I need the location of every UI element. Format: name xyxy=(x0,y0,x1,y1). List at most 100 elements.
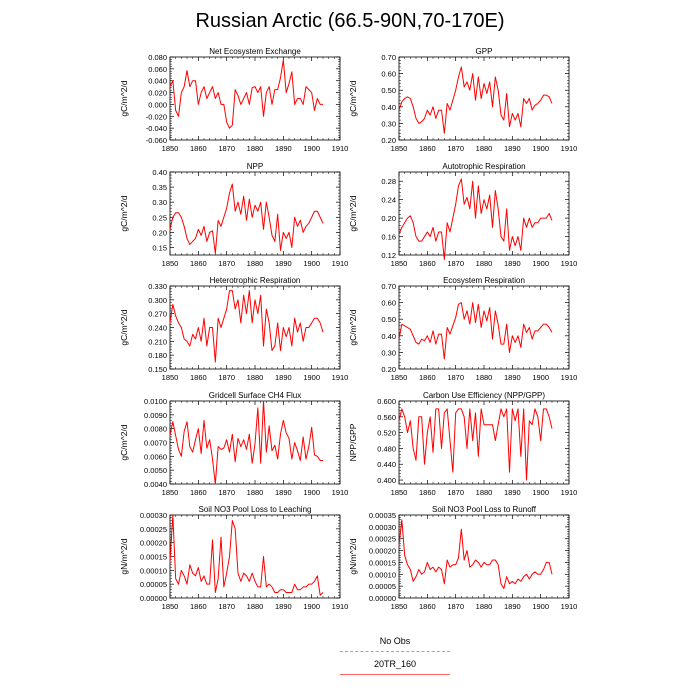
y-tick-label: 0.28 xyxy=(381,177,396,186)
x-tick-label: 1870 xyxy=(447,259,464,268)
x-tick-label: 1880 xyxy=(247,144,264,153)
x-tick-label: 1860 xyxy=(419,488,436,497)
x-tick-label: 1880 xyxy=(247,373,264,382)
series-line xyxy=(398,66,553,134)
x-tick-label: 1860 xyxy=(419,144,436,153)
x-tick-label: 1870 xyxy=(447,373,464,382)
y-tick-label: 0.270 xyxy=(148,310,167,319)
x-tick-label: 1890 xyxy=(275,488,292,497)
series-line xyxy=(169,183,324,254)
y-tick-label: 0.20 xyxy=(381,365,396,374)
plot-frame xyxy=(398,171,570,256)
series-line xyxy=(169,290,324,363)
plot-frame xyxy=(169,285,341,370)
y-axis-label: gN/m^2/d xyxy=(119,538,129,574)
y-tick-label: 0.35 xyxy=(152,183,167,192)
chart-title: Ecosystem Respiration xyxy=(443,276,525,285)
y-tick-label: 0.24 xyxy=(381,196,396,205)
legend-label-no-obs: No Obs xyxy=(379,636,411,646)
chart-gridcell-surface-ch4-flux: Gridcell Surface CH4 Flux 0.0040 0.0050 0.0… xyxy=(119,391,348,497)
x-tick-label: 1910 xyxy=(332,488,349,497)
y-tick-label: 0.40 xyxy=(381,332,396,341)
x-tick-label: 1890 xyxy=(504,373,521,382)
chart-heterotrophic-respiration: Heterotrophic Respiration 0.150 0.180 0.210… xyxy=(119,276,348,382)
y-tick-label: 0.0100 xyxy=(144,397,167,406)
x-tick-label: 1890 xyxy=(504,602,521,611)
y-tick-label: 0.00005 xyxy=(369,582,396,591)
chart-title: Autotrophic Respiration xyxy=(442,162,525,171)
x-tick-label: 1870 xyxy=(218,259,235,268)
y-tick-label: 0.600 xyxy=(377,397,396,406)
y-tick-label: 0.20 xyxy=(381,214,396,223)
y-tick-label: -0.060 xyxy=(146,136,167,145)
x-tick-label: 1870 xyxy=(447,144,464,153)
x-tick-label: 1900 xyxy=(532,602,549,611)
x-tick-label: 1850 xyxy=(391,602,408,611)
y-tick-label: 0.180 xyxy=(148,351,167,360)
legend-label-20tr-160: 20TR_160 xyxy=(373,659,417,669)
y-tick-label: 0.00000 xyxy=(369,594,396,603)
y-tick-label: 0.00035 xyxy=(369,511,396,520)
chart-ecosystem-respiration: Ecosystem Respiration 0.20 0.30 0.40 0.50 0.6… xyxy=(348,276,577,382)
y-tick-label: 0.60 xyxy=(381,299,396,308)
chart-npp: NPP 0.15 0.20 0.25 0.30 0.35 0.40 1850 1860 1870 1… xyxy=(119,162,348,268)
y-tick-label: 0.00020 xyxy=(369,547,396,556)
x-tick-label: 1870 xyxy=(447,488,464,497)
y-axis-label: gC/m^2/d xyxy=(348,195,358,231)
plot-frame xyxy=(169,171,341,256)
plot-frame xyxy=(169,56,341,141)
y-tick-label: 0.00015 xyxy=(369,558,396,567)
y-tick-label: 0.40 xyxy=(381,103,396,112)
y-tick-label: 0.00030 xyxy=(369,523,396,532)
x-tick-label: 1910 xyxy=(332,259,349,268)
y-tick-label: 0.40 xyxy=(152,168,167,177)
x-tick-label: 1890 xyxy=(504,259,521,268)
y-tick-label: 0.30 xyxy=(381,119,396,128)
chart-net-ecosystem-exchange: Net Ecosystem Exchange -0.060 -0.040 -0.020… xyxy=(119,47,348,153)
y-tick-label: 0.300 xyxy=(148,296,167,305)
y-axis-label: gC/m^2/d xyxy=(119,80,129,116)
y-tick-label: 0.50 xyxy=(381,86,396,95)
y-axis-label: gN/m^2/d xyxy=(348,538,358,574)
x-tick-label: 1900 xyxy=(532,259,549,268)
x-tick-label: 1880 xyxy=(247,602,264,611)
y-tick-label: 0.00010 xyxy=(369,570,396,579)
x-tick-label: 1860 xyxy=(190,602,207,611)
x-tick-label: 1900 xyxy=(532,373,549,382)
chart-soil-no3-pool-loss-to-runoff: Soil NO3 Pool Loss to Runoff 0.00000 0.000… xyxy=(348,505,577,611)
series-line xyxy=(398,178,553,261)
y-tick-label: 0.080 xyxy=(148,53,167,62)
y-tick-label: 0.020 xyxy=(148,89,167,98)
chart-title: Soil NO3 Pool Loss to Runoff xyxy=(432,505,537,514)
x-tick-label: 1880 xyxy=(476,488,493,497)
x-tick-label: 1870 xyxy=(218,144,235,153)
x-tick-label: 1850 xyxy=(391,488,408,497)
x-tick-label: 1860 xyxy=(419,373,436,382)
x-tick-label: 1910 xyxy=(561,144,578,153)
x-tick-label: 1870 xyxy=(218,373,235,382)
y-axis-label: NPP/GPP xyxy=(348,423,358,461)
y-tick-label: 0.150 xyxy=(148,365,167,374)
chart-carbon-use-efficiency-npp-gpp: Carbon Use Efficiency (NPP/GPP) 0.400 0.44… xyxy=(348,391,577,497)
x-tick-label: 1870 xyxy=(218,488,235,497)
x-tick-label: 1900 xyxy=(303,373,320,382)
y-tick-label: 0.30 xyxy=(381,348,396,357)
y-axis-label: gC/m^2/d xyxy=(348,80,358,116)
page-title: Russian Arctic (66.5-90N,70-170E) xyxy=(195,10,505,32)
y-tick-label: 0.00010 xyxy=(140,566,167,575)
x-tick-label: 1900 xyxy=(303,259,320,268)
y-tick-label: -0.040 xyxy=(146,124,167,133)
x-tick-label: 1880 xyxy=(476,144,493,153)
y-tick-label: 0.00000 xyxy=(140,594,167,603)
x-tick-label: 1890 xyxy=(275,373,292,382)
series-line xyxy=(169,59,323,129)
x-tick-label: 1900 xyxy=(303,144,320,153)
y-axis-label: gC/m^2/d xyxy=(119,195,129,231)
chart-soil-no3-pool-loss-to-leaching: Soil NO3 Pool Loss to Leaching 0.00000 0.0… xyxy=(119,505,348,611)
x-tick-label: 1900 xyxy=(532,144,549,153)
y-tick-label: 0.210 xyxy=(148,337,167,346)
plot-frame xyxy=(398,285,570,370)
x-tick-label: 1870 xyxy=(447,602,464,611)
x-tick-label: 1910 xyxy=(332,373,349,382)
